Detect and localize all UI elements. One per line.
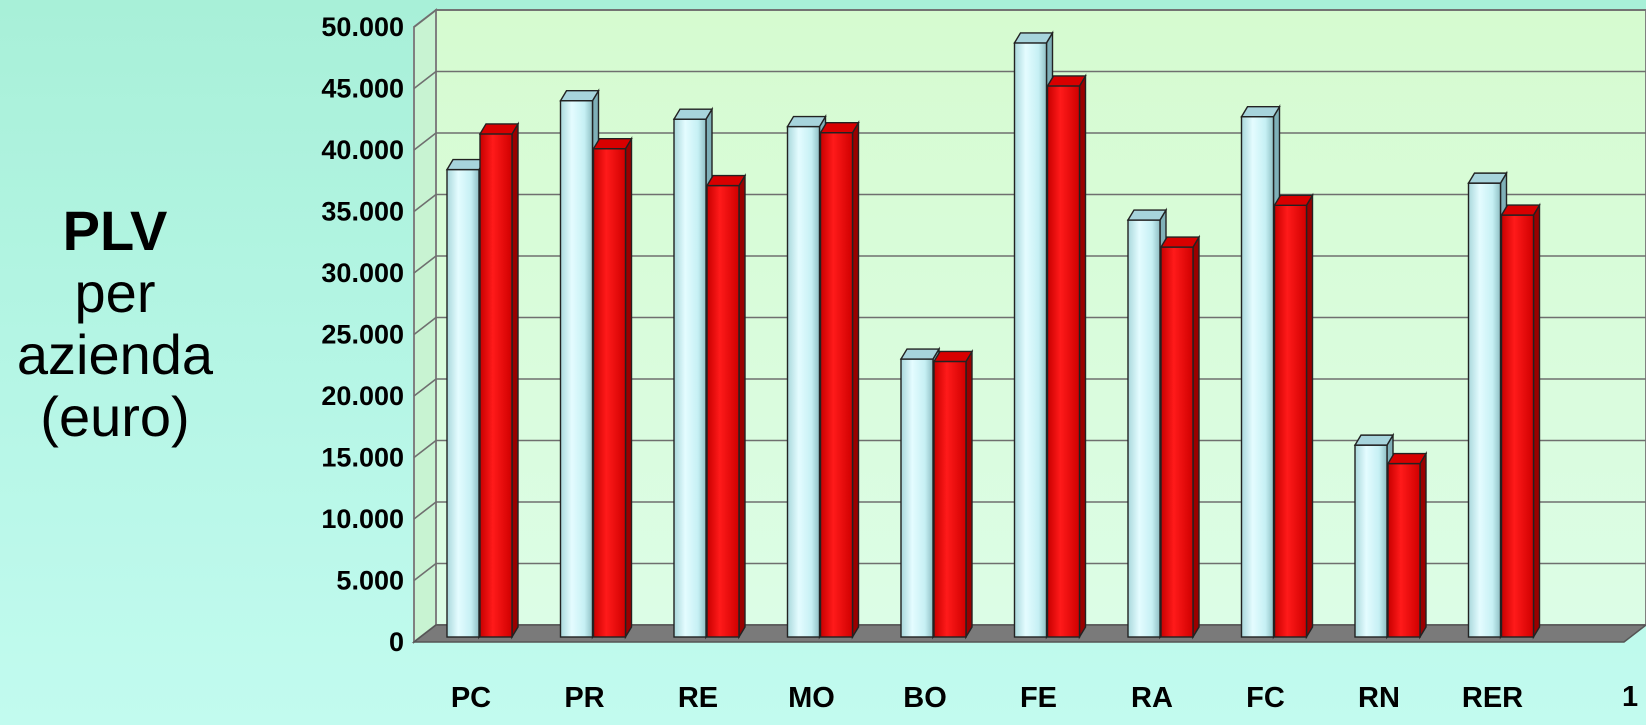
y-tick-label: 50.000 <box>321 12 404 42</box>
corner-number: 1 <box>1622 681 1638 713</box>
bar-FC-series-2 <box>1273 192 1314 640</box>
gridline-side <box>413 439 437 459</box>
x-category-label: FE <box>1020 682 1057 714</box>
x-category-label: MO <box>788 682 835 714</box>
bar-PR-series-1 <box>559 88 600 640</box>
x-category-label: RA <box>1131 682 1173 714</box>
y-tick-label: 40.000 <box>321 135 404 165</box>
y-tick-label: 10.000 <box>321 504 404 534</box>
bar-PC-series-1 <box>445 157 487 640</box>
y-tick-label: 25.000 <box>321 320 404 350</box>
bar-BO-series-2 <box>932 348 974 640</box>
y-tick-label: 45.000 <box>321 74 404 104</box>
y-tick-label: 15.000 <box>321 443 404 473</box>
bar-RA-series-2 <box>1159 234 1201 640</box>
gridline-side <box>413 501 437 520</box>
bar-RER-series-2 <box>1500 202 1541 640</box>
bar-RE-series-1 <box>672 106 714 640</box>
x-category-label: BO <box>903 682 947 714</box>
x-category-label: PC <box>451 682 491 714</box>
bar-PC-series-2 <box>478 121 520 640</box>
bar-PR-series-2 <box>592 136 633 640</box>
side-title-line-4: (euro) <box>40 385 190 448</box>
y-tick-label: 0 <box>389 627 404 657</box>
y-tick-label: 35.000 <box>321 197 404 227</box>
y-tick-label: 20.000 <box>321 381 404 411</box>
bar-RN-series-2 <box>1386 451 1428 640</box>
side-title: PLV per azienda (euro) <box>0 200 230 448</box>
gridline-side <box>413 378 437 397</box>
x-category-label: RER <box>1462 682 1523 714</box>
bar-MO-series-2 <box>819 120 860 640</box>
gridline-side <box>413 9 437 28</box>
side-title-line-2: per <box>74 261 156 324</box>
x-axis-labels: PC PR RE MO BO FE RA FC RN RER <box>451 682 1523 714</box>
side-title-line-3: azienda <box>16 323 214 386</box>
y-tick-label: 5.000 <box>336 566 404 596</box>
x-category-label: PR <box>564 682 604 714</box>
gridline-side <box>413 316 437 336</box>
bar-BO-series-1 <box>899 346 941 640</box>
y-axis-ticks: 0 5.000 10.000 15.000 20.000 25.000 30.000 35.0… <box>321 12 404 657</box>
x-category-label: RN <box>1358 682 1400 714</box>
x-category-label: RE <box>678 682 718 714</box>
y-tick-label: 30.000 <box>321 258 404 288</box>
bar-MO-series-1 <box>786 114 827 640</box>
gridline-side <box>413 132 437 151</box>
gridline-side <box>413 193 437 213</box>
x-category-label: FC <box>1246 682 1285 714</box>
gridline-side <box>413 255 437 274</box>
gridline-side <box>413 562 437 582</box>
bar-FE-series-2 <box>1046 73 1087 640</box>
gridline-side <box>413 70 437 90</box>
bars <box>445 30 1541 640</box>
side-title-line-1: PLV <box>62 199 168 262</box>
bar-RE-series-2 <box>705 173 747 640</box>
